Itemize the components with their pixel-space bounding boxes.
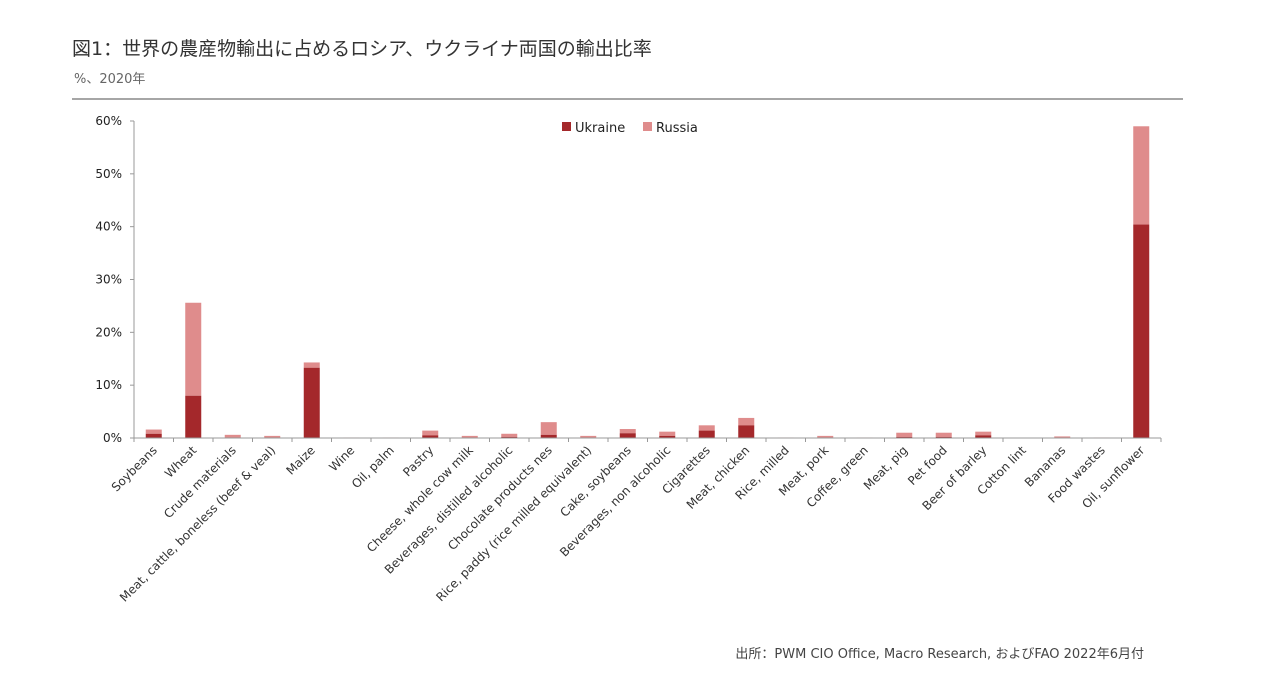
bar-ukraine — [540, 434, 557, 438]
bar-russia — [580, 435, 597, 438]
bar-ukraine — [303, 367, 320, 438]
bar-ukraine — [935, 436, 952, 438]
bar-ukraine — [185, 395, 202, 438]
bar-ukraine — [896, 436, 913, 438]
bar-ukraine — [975, 435, 992, 438]
bar-russia — [975, 431, 992, 436]
bar-ukraine — [422, 435, 439, 438]
x-category-label: Crude materials — [161, 443, 239, 521]
x-category-label: Cake, soybeans — [557, 443, 633, 519]
x-category-label: Pastry — [400, 443, 436, 479]
bar-ukraine — [145, 433, 162, 438]
bar-russia — [224, 434, 241, 438]
bar-ukraine — [501, 436, 518, 438]
legend-item-russia: Russia — [643, 121, 698, 136]
legend-label: Russia — [656, 121, 698, 136]
bar-russia — [264, 435, 281, 438]
bar-ukraine — [1133, 224, 1150, 438]
bar-russia — [461, 435, 478, 438]
bar-russia — [698, 425, 715, 431]
x-category-label: Wine — [326, 443, 357, 474]
bar-russia — [619, 429, 636, 434]
bar-russia — [185, 302, 202, 396]
y-tick-label: 40% — [95, 220, 122, 234]
bar-ukraine — [738, 425, 755, 438]
y-tick-label: 20% — [95, 325, 122, 339]
bar-ukraine — [659, 435, 676, 438]
bar-russia — [896, 432, 913, 437]
x-category-label: Soybeans — [109, 443, 160, 494]
bar-ukraine — [619, 433, 636, 438]
y-tick-label: 0% — [103, 431, 122, 445]
legend-swatch — [643, 122, 652, 131]
title-divider — [72, 98, 1183, 100]
bar-russia — [145, 429, 162, 434]
source-note: 出所：PWM CIO Office, Macro Research, およびFA… — [735, 647, 1144, 662]
bar-russia — [1054, 436, 1071, 438]
bar-russia — [540, 422, 557, 435]
bar-russia — [501, 433, 518, 437]
legend-item-ukraine: Ukraine — [562, 121, 625, 136]
bar-russia — [659, 431, 676, 436]
y-tick-label: 60% — [95, 114, 122, 128]
bar-russia — [817, 435, 834, 438]
x-category-label: Oil, palm — [349, 443, 397, 491]
bar-russia — [935, 432, 952, 437]
x-category-label: Wheat — [162, 443, 200, 481]
bar-russia — [422, 430, 439, 436]
y-tick-label: 10% — [95, 378, 122, 392]
bar-russia — [1133, 126, 1150, 225]
bar-russia — [738, 417, 755, 426]
x-category-label: Maize — [283, 443, 317, 477]
y-tick-label: 50% — [95, 167, 122, 181]
chart-title: 図1：世界の農産物輸出に占めるロシア、ウクライナ両国の輸出比率 — [72, 38, 652, 60]
legend-swatch — [562, 122, 571, 131]
y-tick-label: 30% — [95, 273, 122, 287]
bar-ukraine — [698, 430, 715, 438]
bar-russia — [303, 362, 320, 368]
legend-label: Ukraine — [575, 121, 625, 136]
chart-subtitle: %、2020年 — [74, 72, 146, 87]
